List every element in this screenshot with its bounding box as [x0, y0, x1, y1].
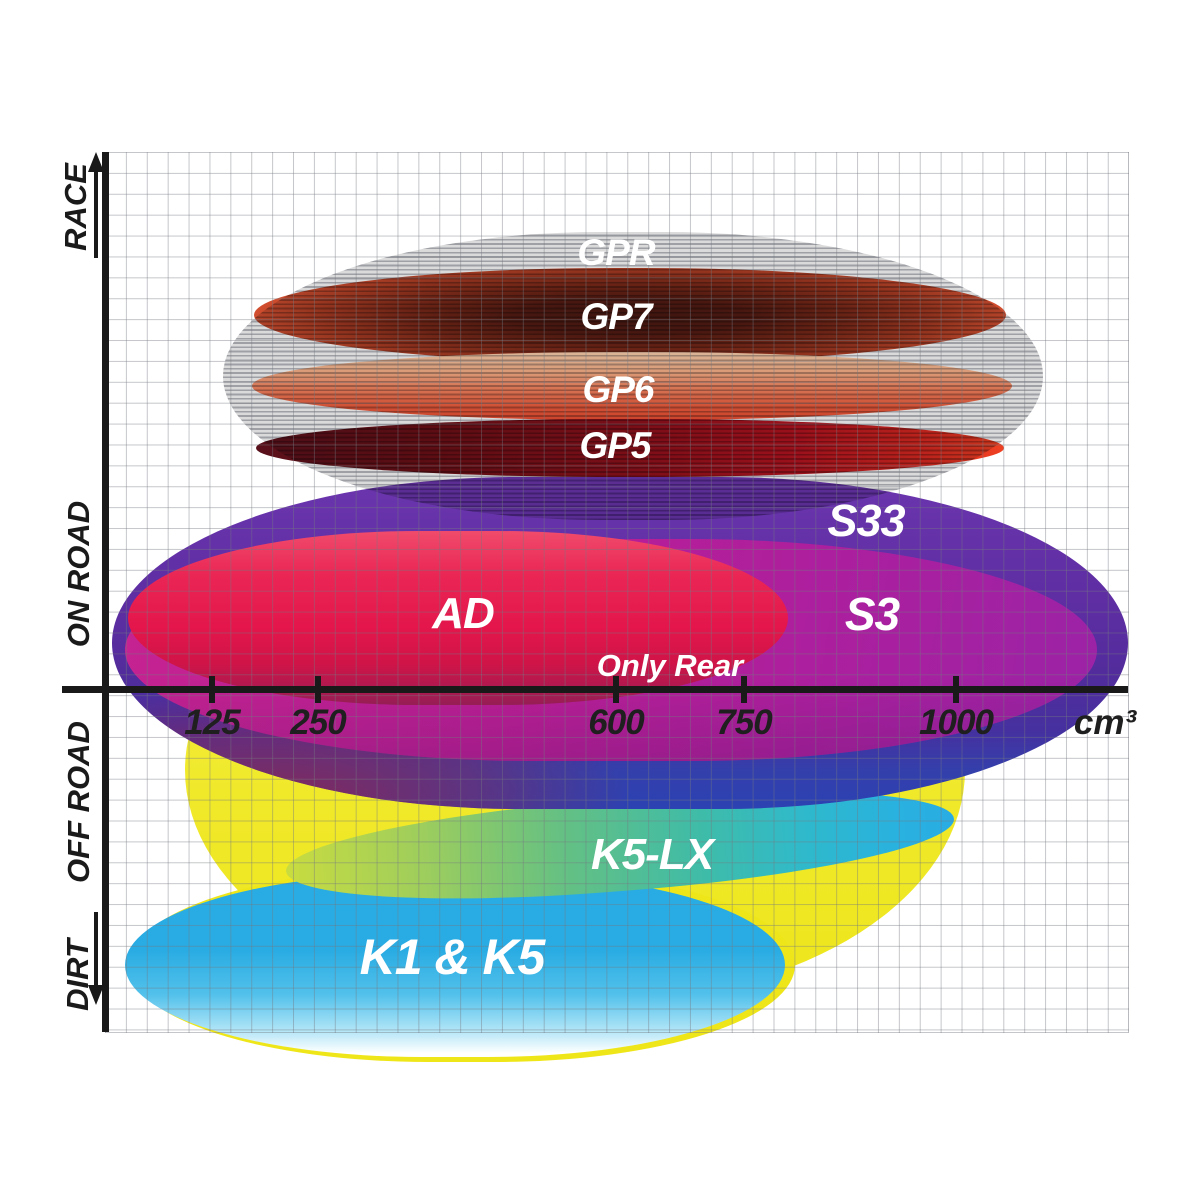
- y-label-on-road: ON ROAD: [61, 500, 96, 648]
- y-label-race: RACE: [58, 163, 93, 251]
- race-up-arrow-icon: [88, 152, 104, 172]
- x-axis-line: [62, 686, 1128, 693]
- gpr-striped-ellipse: [223, 232, 1043, 520]
- label-k5lx: K5-LX: [590, 830, 714, 879]
- tick-label-600: 600: [588, 703, 644, 742]
- tick-125: [209, 676, 215, 703]
- ad-ellipse: [128, 531, 788, 705]
- race-up-arrow-shaft: [94, 170, 98, 258]
- label-gp5: GP5: [579, 425, 651, 466]
- tick-250: [315, 676, 321, 703]
- y-axis-line: [102, 152, 109, 1032]
- tick-1000: [953, 676, 959, 703]
- tick-label-125: 125: [184, 703, 240, 742]
- tick-750: [741, 676, 747, 703]
- x-axis-unit-label: cm³: [1073, 703, 1137, 742]
- tick-label-750: 750: [716, 703, 772, 742]
- label-gp7: GP7: [580, 296, 652, 337]
- tick-label-250: 250: [290, 703, 346, 742]
- label-only-rear: Only Rear: [596, 648, 744, 683]
- y-label-dirt: DIRT: [60, 939, 95, 1011]
- label-s3: S3: [844, 588, 900, 640]
- dirt-down-arrow-icon: [88, 985, 104, 1005]
- label-s33: S33: [827, 495, 905, 546]
- label-ad: AD: [432, 589, 495, 638]
- y-label-off-road: OFF ROAD: [61, 721, 96, 883]
- label-k1k5: K1 & K5: [359, 929, 546, 985]
- label-gp6: GP6: [582, 369, 654, 410]
- tick-600: [613, 676, 619, 703]
- tick-label-1000: 1000: [919, 703, 994, 742]
- label-gpr: GPR: [577, 232, 655, 273]
- k1k5-ellipse: [125, 873, 785, 1057]
- dirt-down-arrow-shaft: [94, 912, 98, 987]
